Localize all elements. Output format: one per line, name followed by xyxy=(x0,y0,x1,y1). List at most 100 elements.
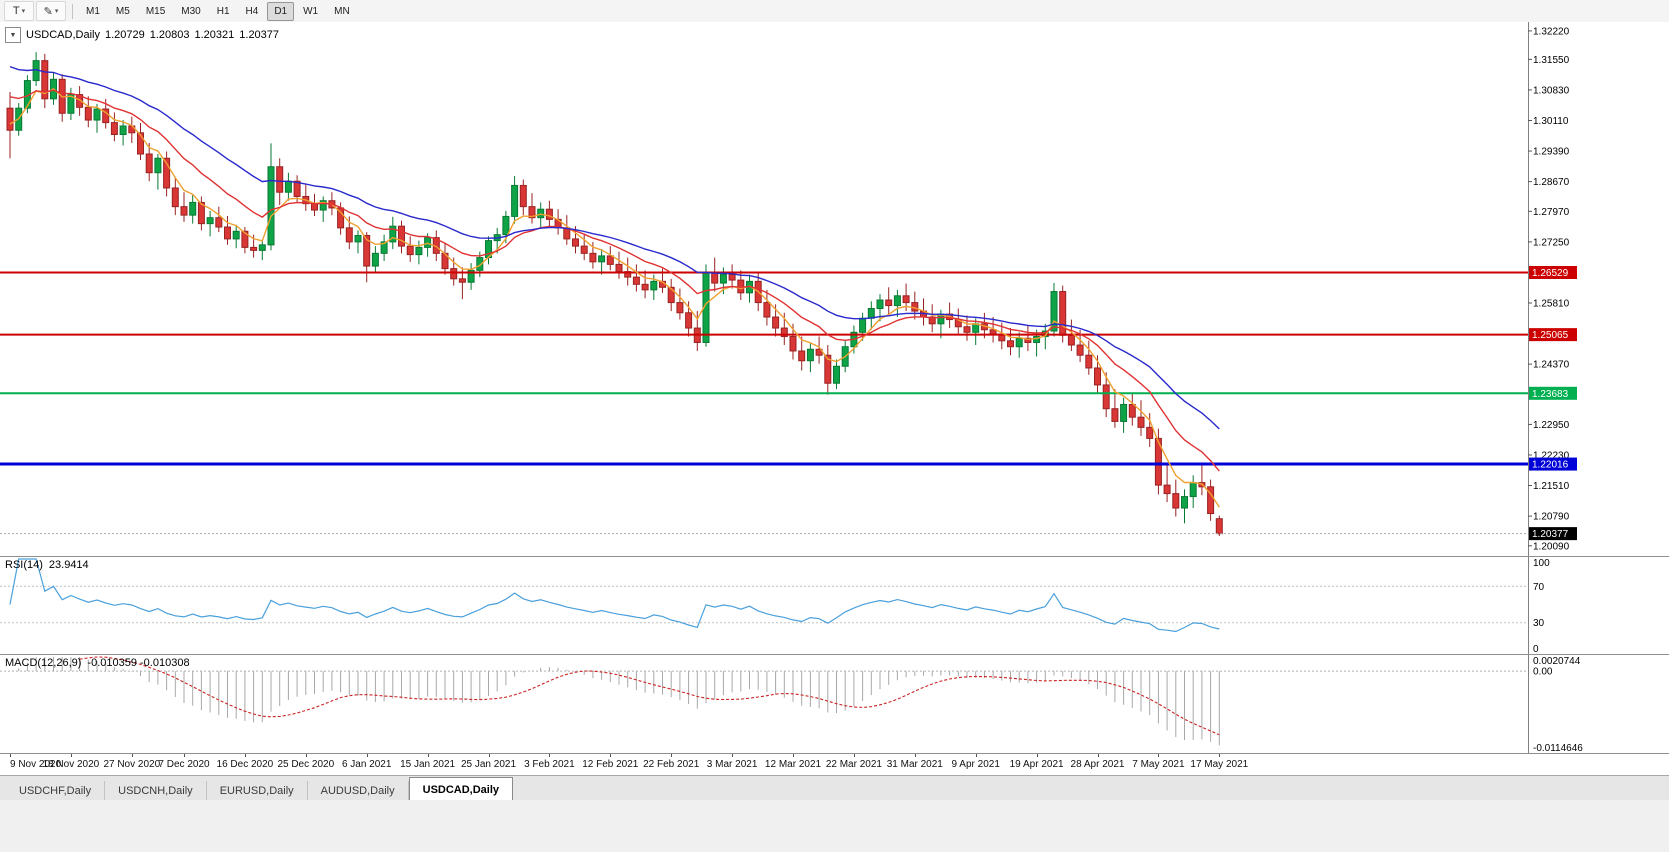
timeframe-m5[interactable]: M5 xyxy=(115,5,130,17)
svg-text:1.29390: 1.29390 xyxy=(1533,147,1570,158)
timeframe-m15[interactable]: M15 xyxy=(145,5,166,17)
time-label: 22 Mar 2021 xyxy=(825,759,882,770)
svg-text:1.22950: 1.22950 xyxy=(1533,420,1570,431)
time-tick xyxy=(1158,754,1160,757)
candlesticks xyxy=(6,52,1223,537)
price-axis[interactable]: 1.32220 1.31550 1.30830 1.30110 1.29390 1.286… xyxy=(1528,22,1577,556)
macd-axis-label: -0.0114646 xyxy=(1533,743,1583,753)
tab-eurusd-daily[interactable]: EURUSD,Daily xyxy=(207,781,308,801)
toolbar-separator xyxy=(72,3,73,19)
time-label: 19 Apr 2021 xyxy=(1009,759,1064,770)
time-label: 3 Mar 2021 xyxy=(706,759,758,770)
price-chart-panel[interactable]: 1.32220 1.31550 1.30830 1.30110 1.29390 1.286… xyxy=(0,22,1669,556)
time-label: 16 Dec 2020 xyxy=(216,759,274,770)
time-label: 25 Jan 2021 xyxy=(460,759,517,770)
time-label: 18 Nov 2020 xyxy=(42,759,100,770)
timeframe-w1[interactable]: W1 xyxy=(303,5,319,17)
rsi-axis-label: 100 xyxy=(1533,558,1550,569)
chart-symbol-label: USDCAD,Daily xyxy=(26,29,100,41)
tab-audusd-daily[interactable]: AUDUSD,Daily xyxy=(308,781,409,801)
time-label: 9 Nov 2020 xyxy=(10,759,62,770)
panel-separator xyxy=(0,753,1669,754)
time-tick xyxy=(549,754,551,757)
time-tick xyxy=(1219,754,1221,757)
svg-text:1.26529: 1.26529 xyxy=(1532,268,1569,279)
time-tick xyxy=(1036,754,1038,757)
time-label: 15 Jan 2021 xyxy=(400,759,456,770)
time-label: 7 Dec 2020 xyxy=(158,759,210,770)
svg-text:1.22016: 1.22016 xyxy=(1532,460,1569,471)
quote-low: 1.20321 xyxy=(194,29,235,41)
time-tick xyxy=(131,754,133,757)
timeframe-mn[interactable]: MN xyxy=(334,5,350,17)
macd-values: -0.010359 -0.010308 xyxy=(87,657,190,669)
draw-tool-button[interactable]: ✎ ▾ xyxy=(36,1,66,21)
svg-text:1.25810: 1.25810 xyxy=(1533,299,1570,310)
macd-axis-label: 0.00 xyxy=(1533,667,1553,678)
time-tick xyxy=(1097,754,1099,757)
timeframe-m30[interactable]: M30 xyxy=(181,5,201,17)
time-tick xyxy=(732,754,734,757)
time-label: 27 Nov 2020 xyxy=(103,759,161,770)
time-label: 9 Apr 2021 xyxy=(951,759,1000,770)
top-toolbar: T ▾ ✎ ▾ M1 M5 M15 M30 H1 H4 D1 W1 MN xyxy=(0,0,1669,23)
svg-text:1.21510: 1.21510 xyxy=(1533,481,1570,492)
panel-separator[interactable] xyxy=(0,556,1669,557)
time-tick xyxy=(793,754,794,757)
time-tick xyxy=(914,754,916,757)
quote-high: 1.20803 xyxy=(149,29,190,41)
time-tick xyxy=(184,754,185,757)
status-area xyxy=(0,800,1669,852)
time-tick xyxy=(610,754,612,757)
pencil-icon: ✎ xyxy=(43,5,53,18)
macd-signal-line xyxy=(79,656,1220,736)
time-label: 12 Feb 2021 xyxy=(582,759,639,770)
chart-tool-buttons: T ▾ ✎ ▾ xyxy=(4,1,66,21)
tab-usdcnh-daily[interactable]: USDCNH,Daily xyxy=(105,781,207,801)
time-label: 12 Mar 2021 xyxy=(764,759,822,770)
time-tick xyxy=(10,754,11,757)
time-label: 22 Feb 2021 xyxy=(643,759,700,770)
time-tick xyxy=(305,754,307,757)
rsi-label: RSI(14) 23.9414 xyxy=(5,559,89,571)
tab-usdcad-daily[interactable]: USDCAD,Daily xyxy=(408,777,514,801)
time-axis[interactable]: 9 Nov 2020 18 Nov 2020 27 Nov 2020 7 Dec 20… xyxy=(0,754,1669,775)
time-label: 28 Apr 2021 xyxy=(1070,759,1125,770)
svg-text:1.30830: 1.30830 xyxy=(1533,85,1570,96)
one-click-collapse-button[interactable]: ▼ xyxy=(5,27,21,43)
time-tick xyxy=(70,754,72,757)
svg-text:1.23683: 1.23683 xyxy=(1532,389,1569,400)
chart-tabs-bar: USDCHF,Daily USDCNH,Daily EURUSD,Daily AUDU… xyxy=(0,775,1669,801)
price-chart-canvas[interactable]: 1.32220 1.31550 1.30830 1.30110 1.29390 1.286… xyxy=(0,22,1669,556)
macd-label: MACD(12,26,9) -0.010359 -0.010308 xyxy=(5,657,190,669)
chart-tool-icon: T xyxy=(12,5,20,17)
timeframe-h1[interactable]: H1 xyxy=(216,5,230,17)
rsi-line xyxy=(9,558,1220,633)
time-tick xyxy=(427,754,429,757)
svg-text:1.27970: 1.27970 xyxy=(1533,207,1570,218)
svg-text:1.24370: 1.24370 xyxy=(1533,360,1570,371)
svg-text:1.32220: 1.32220 xyxy=(1533,26,1570,37)
rsi-indicator-panel[interactable]: 100 70 30 0 RSI(14) 23.9414 xyxy=(0,557,1669,654)
timeframe-buttons: M1 M5 M15 M30 H1 H4 D1 W1 MN xyxy=(79,1,357,21)
svg-text:1.20090: 1.20090 xyxy=(1533,541,1570,552)
panel-separator[interactable] xyxy=(0,654,1669,655)
rsi-axis-label: 30 xyxy=(1533,618,1545,629)
timeframe-d1[interactable]: D1 xyxy=(267,1,295,21)
timeframe-h4[interactable]: H4 xyxy=(245,5,259,17)
time-label: 25 Dec 2020 xyxy=(277,759,335,770)
time-label: 7 May 2021 xyxy=(1132,759,1185,770)
chevron-down-icon: ▾ xyxy=(54,8,59,15)
svg-text:1.22230: 1.22230 xyxy=(1533,450,1570,461)
rsi-canvas[interactable]: 100 70 30 0 xyxy=(0,557,1669,654)
time-tick xyxy=(853,754,855,757)
svg-text:1.28670: 1.28670 xyxy=(1533,177,1570,188)
rsi-value: 23.9414 xyxy=(48,559,89,571)
chart-tool-button[interactable]: T ▾ xyxy=(4,1,34,21)
ma-slow xyxy=(9,65,1220,430)
tab-usdchf-daily[interactable]: USDCHF,Daily xyxy=(6,781,106,801)
timeframe-m1[interactable]: M1 xyxy=(86,5,100,17)
macd-name: MACD(12,26,9) xyxy=(5,657,82,669)
macd-indicator-panel[interactable]: 0.0020744 0.00 -0.0114646 MACD(12,26,9) -0… xyxy=(0,655,1669,753)
